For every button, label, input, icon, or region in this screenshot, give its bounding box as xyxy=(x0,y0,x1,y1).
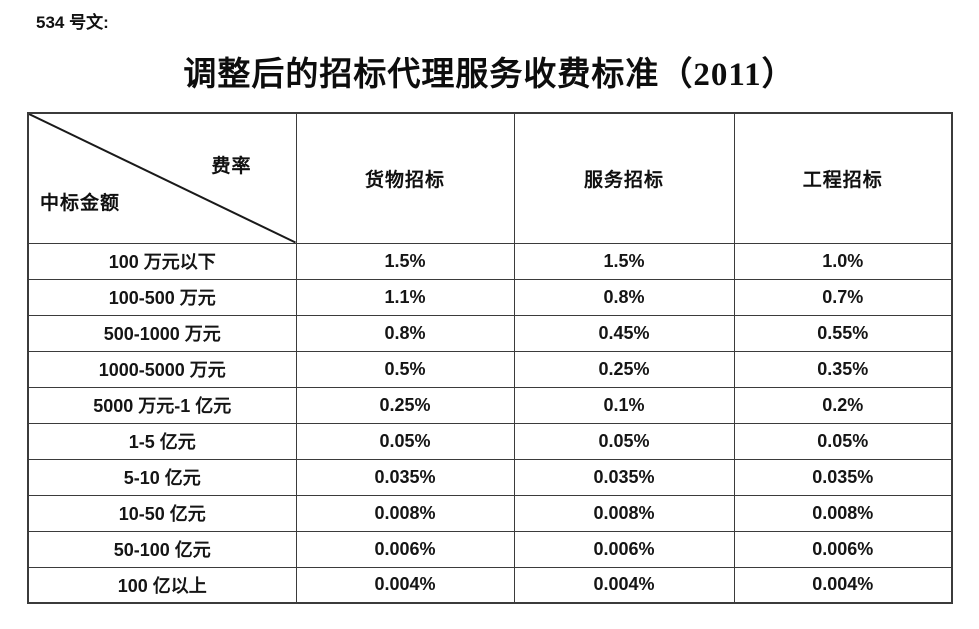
fee-value: 1.0% xyxy=(733,242,953,280)
fee-value: 0.035% xyxy=(733,458,953,496)
fee-value: 0.55% xyxy=(733,314,953,352)
table-row: 100-500 万元 1.1% 0.8% 0.7% xyxy=(27,278,953,316)
row-label: 100 万元以下 xyxy=(27,242,297,280)
fee-value: 0.2% xyxy=(733,386,953,424)
fee-table: 费率 中标金额 货物招标 服务招标 工程招标 100 万元以下 1.5% 1.5… xyxy=(27,112,953,604)
fee-value: 0.006% xyxy=(513,530,735,568)
column-header-goods-bidding: 货物招标 xyxy=(295,112,515,244)
table-row: 5-10 亿元 0.035% 0.035% 0.035% xyxy=(27,458,953,496)
fee-value: 0.35% xyxy=(733,350,953,388)
fee-value: 0.035% xyxy=(513,458,735,496)
fee-value: 0.008% xyxy=(295,494,515,532)
fee-value: 0.25% xyxy=(295,386,515,424)
fee-value: 0.5% xyxy=(295,350,515,388)
row-label: 5-10 亿元 xyxy=(27,458,297,496)
table-row: 50-100 亿元 0.006% 0.006% 0.006% xyxy=(27,530,953,568)
fee-value: 0.05% xyxy=(733,422,953,460)
table-corner-cell: 费率 中标金额 xyxy=(27,112,297,244)
row-label: 50-100 亿元 xyxy=(27,530,297,568)
fee-value: 0.8% xyxy=(513,278,735,316)
column-header-service-bidding: 服务招标 xyxy=(513,112,735,244)
table-row: 5000 万元-1 亿元 0.25% 0.1% 0.2% xyxy=(27,386,953,424)
fee-value: 0.008% xyxy=(513,494,735,532)
fee-value: 0.006% xyxy=(295,530,515,568)
fee-value: 0.004% xyxy=(513,566,735,604)
fee-value: 0.006% xyxy=(733,530,953,568)
fee-value: 0.05% xyxy=(513,422,735,460)
fee-value: 0.008% xyxy=(733,494,953,532)
row-label: 5000 万元-1 亿元 xyxy=(27,386,297,424)
page-title: 调整后的招标代理服务收费标准（2011） xyxy=(183,57,796,93)
table-row: 10-50 亿元 0.008% 0.008% 0.008% xyxy=(27,494,953,532)
fee-value: 0.45% xyxy=(513,314,735,352)
fee-value: 0.8% xyxy=(295,314,515,352)
row-label: 1000-5000 万元 xyxy=(27,350,297,388)
row-label: 10-50 亿元 xyxy=(27,494,297,532)
table-row: 500-1000 万元 0.8% 0.45% 0.55% xyxy=(27,314,953,352)
row-label: 1-5 亿元 xyxy=(27,422,297,460)
fee-value: 0.1% xyxy=(513,386,735,424)
fee-value: 0.25% xyxy=(513,350,735,388)
row-label: 100-500 万元 xyxy=(27,278,297,316)
row-label: 100 亿以上 xyxy=(27,566,297,604)
header-row: 费率 中标金额 货物招标 服务招标 工程招标 xyxy=(27,112,953,244)
doc-number-label: 534 号文: xyxy=(36,13,109,32)
corner-label-rate: 费率 xyxy=(211,156,252,177)
fee-value: 0.05% xyxy=(295,422,515,460)
fee-value: 1.5% xyxy=(295,242,515,280)
fee-value: 0.004% xyxy=(295,566,515,604)
fee-value: 1.5% xyxy=(513,242,735,280)
table-row: 100 万元以下 1.5% 1.5% 1.0% xyxy=(27,242,953,280)
column-header-engineering-bidding: 工程招标 xyxy=(733,112,953,244)
fee-value: 0.7% xyxy=(733,278,953,316)
corner-label-amount: 中标金额 xyxy=(40,193,121,214)
fee-value: 0.004% xyxy=(733,566,953,604)
table-row: 100 亿以上 0.004% 0.004% 0.004% xyxy=(27,566,953,604)
fee-value: 1.1% xyxy=(295,278,515,316)
fee-value: 0.035% xyxy=(295,458,515,496)
diagonal-divider-line xyxy=(29,114,295,242)
row-label: 500-1000 万元 xyxy=(27,314,297,352)
table-row: 1-5 亿元 0.05% 0.05% 0.05% xyxy=(27,422,953,460)
table-row: 1000-5000 万元 0.5% 0.25% 0.35% xyxy=(27,350,953,388)
